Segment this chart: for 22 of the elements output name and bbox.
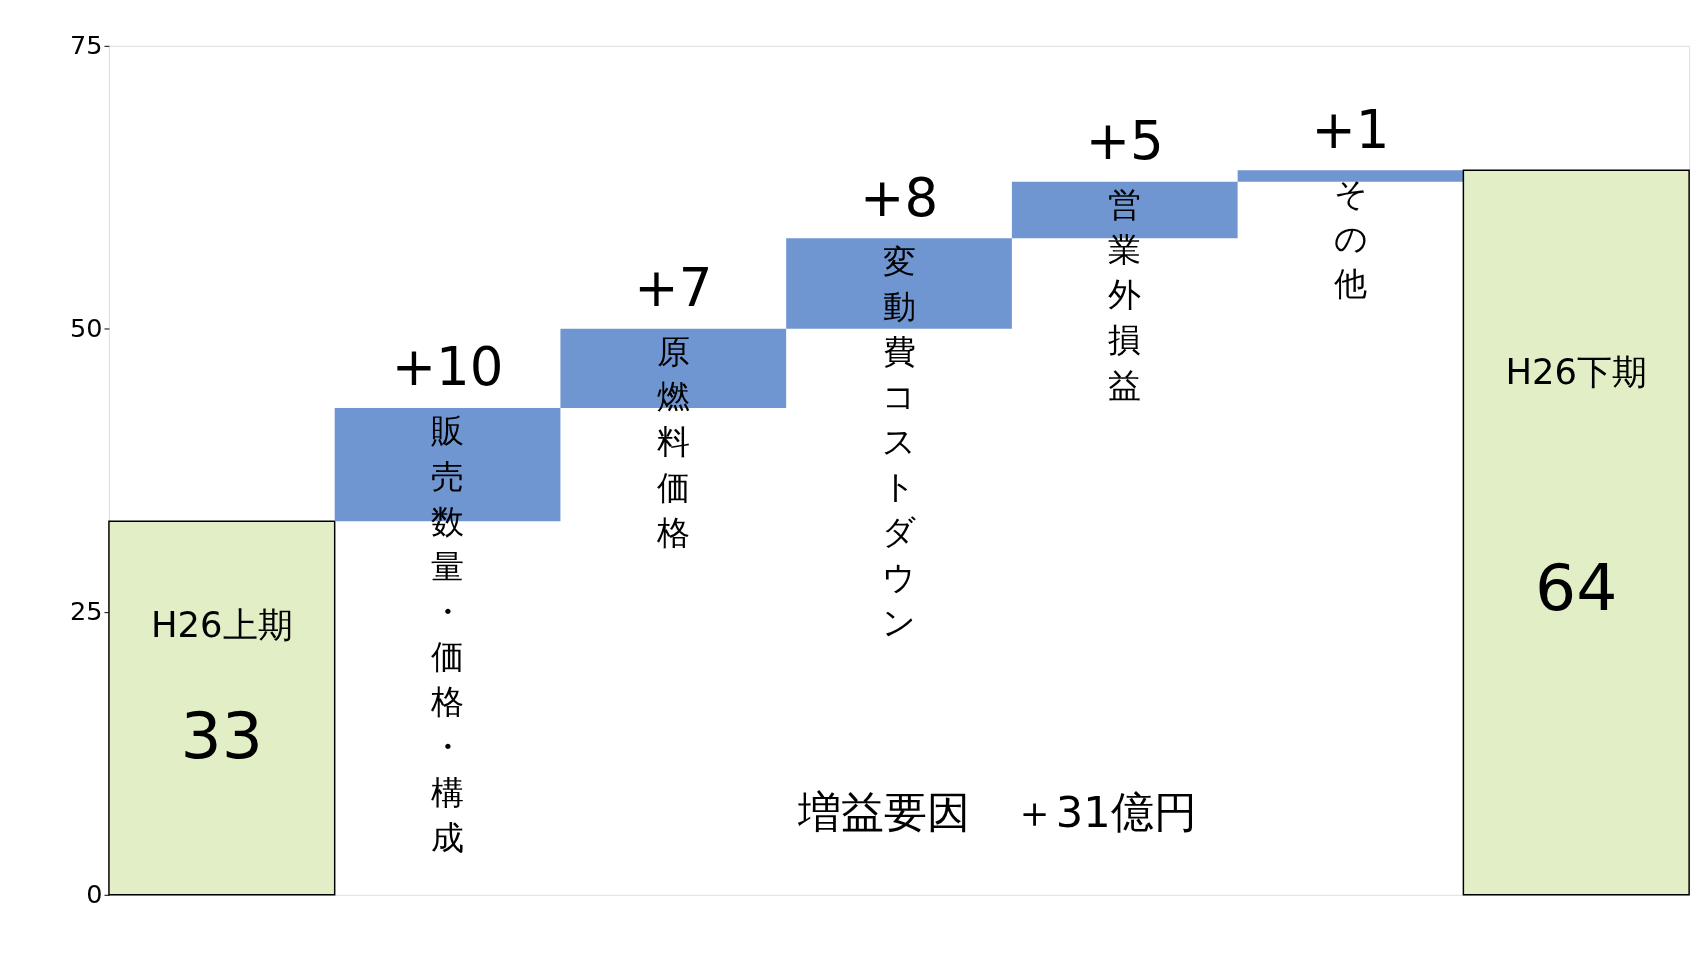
data-label: +1	[1311, 98, 1390, 160]
x-tick-label: 営業外損益	[1108, 185, 1142, 405]
bar	[108, 520, 336, 896]
y-tick-label: 0	[86, 879, 103, 910]
data-label: +5	[1085, 110, 1164, 172]
x-tick-label: 原燃料価格	[655, 332, 690, 552]
bar	[786, 238, 1012, 329]
y-tick-label: 25	[70, 596, 103, 627]
data-label: 33	[180, 697, 264, 773]
data-label: +7	[634, 257, 713, 319]
data-label: +8	[859, 166, 939, 228]
y-tick-label: 75	[70, 30, 103, 61]
data-label: +10	[391, 336, 504, 398]
annotation: 増益要因 ＋31億円	[796, 787, 1197, 838]
category-label: 変動費コストダウン	[882, 241, 917, 642]
x-tick-label: その他	[1333, 173, 1368, 303]
bar	[1237, 170, 1464, 182]
bar	[1462, 169, 1690, 896]
y-tick-label: 50	[70, 313, 103, 344]
x-tick-label: H26下期	[1505, 350, 1648, 392]
data-label: 64	[1535, 550, 1618, 626]
x-tick-label: H26上期	[151, 603, 293, 645]
